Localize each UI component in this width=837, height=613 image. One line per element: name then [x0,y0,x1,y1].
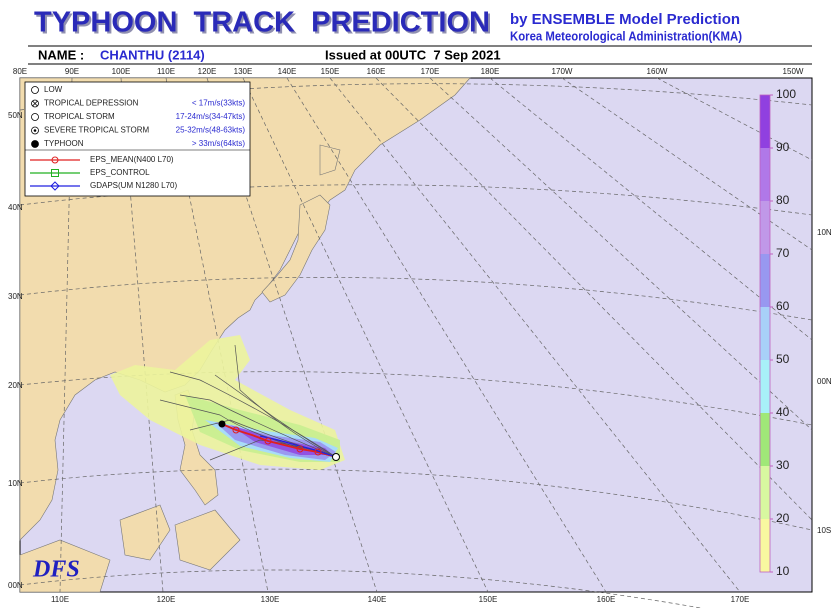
legend-label: TROPICAL STORM [44,112,115,121]
lon-label: 180E [481,67,500,76]
legend-symbol [32,100,38,107]
agency-line: Korea Meteorological Administration(KMA) [510,28,742,43]
colorbar-label: 30 [776,458,790,472]
colorbar-segment [760,307,770,360]
colorbar-segment [760,413,770,466]
colorbar-segment [760,148,770,201]
issued: Issued at 00UTC 7 Sep 2021 [325,47,501,62]
logo: DFS [32,557,80,583]
colorbar-label: 70 [776,246,790,260]
lon-label: 130E [234,67,253,76]
colorbar-label: 10 [776,564,790,578]
legend-range: 17-24m/s(34-47kts) [176,112,246,121]
colorbar-label: 50 [776,352,790,366]
lat-label: 10S [817,526,831,535]
title-shadow: TYPHOON TRACK PREDICTION [36,9,492,41]
title: TYPHOON TRACK PREDICTION [34,7,490,39]
land [119,504,171,561]
name-value: CHANTHU (2114) [100,47,205,62]
lon-label: 110E [157,67,175,76]
legend-range: < 17m/s(33kts) [192,99,245,108]
agency-line: by ENSEMBLE Model Prediction [510,11,740,28]
lon-label: 140E [368,595,387,604]
legend-range: 25-32m/s(48-63kts) [176,126,246,135]
lon-label: 170E [731,595,750,604]
name-label: NAME : [38,47,84,62]
lat-label: 10N [8,479,23,488]
lon-label: 150E [479,595,498,604]
legend-label: TYPHOON [44,139,84,148]
lon-label: 80E [13,67,27,76]
lat-label: 50N [8,111,23,120]
colorbar-segment [760,201,770,254]
lon-label: 160E [597,595,616,604]
legend-box [24,81,251,197]
lat-label: 20N [8,381,23,390]
legend-label: EPS_MEAN(N400 L70) [90,155,174,164]
colorbar: 10 20 30 40 50 60 70 80 90 100 [759,87,796,578]
lon-label: 160E [367,67,386,76]
legend-symbol [31,113,39,121]
land [261,194,331,303]
lat-label: 00N [8,581,23,590]
land [19,539,111,593]
colorbar-label: 60 [776,299,790,313]
lon-label: 140E [278,67,297,76]
lat-label: 00N [817,377,832,386]
legend-symbol [31,86,39,94]
lon-label: 150W [783,67,804,76]
colorbar-label: 20 [776,511,790,525]
colorbar-label: 100 [776,87,796,101]
legend-label: EPS_CONTROL [90,168,150,177]
lat-label: 30N [8,292,23,301]
legend-label: LOW [44,85,63,94]
lon-label: 160W [647,67,668,76]
lon-label: 150E [321,67,340,76]
colorbar-label: 80 [776,193,790,207]
lat-label: 40N [8,203,23,212]
legend-label: GDAPS(UM N1280 L70) [90,181,177,190]
colorbar-frame [759,94,771,573]
legend-symbol [51,169,59,177]
legend-label: TROPICAL DEPRESSION [44,99,139,108]
lon-label: 90E [65,67,79,76]
lon-label: 170W [552,67,573,76]
colorbar-label: 90 [776,140,790,154]
graticule [19,77,813,613]
colorbar-segment [760,519,770,572]
legend-label: SEVERE TROPICAL STORM [44,126,150,135]
legend-range: > 33m/s(64kts) [192,139,245,148]
lon-label: 110E [51,595,69,604]
lon-label: 130E [261,595,280,604]
legend-symbol [33,129,37,132]
colorbar-segment [760,466,770,519]
lon-label: 100E [112,67,131,76]
colorbar-segment [760,254,770,307]
land [174,509,241,571]
land [319,144,341,176]
legend-symbol [50,181,60,191]
colorbar-label: 40 [776,405,790,419]
legend-symbol [51,156,59,164]
lat-label: 10N [817,228,832,237]
lon-label: 170E [421,67,440,76]
lon-label: 120E [157,595,176,604]
lon-label: 120E [198,67,217,76]
colorbar-segment [760,95,770,148]
legend: LOW TROPICAL DEPRESSION < 17m/s(33kts) TROP… [24,81,251,197]
mean-track [218,420,340,461]
legend-symbol [31,140,39,148]
colorbar-segment [760,360,770,413]
